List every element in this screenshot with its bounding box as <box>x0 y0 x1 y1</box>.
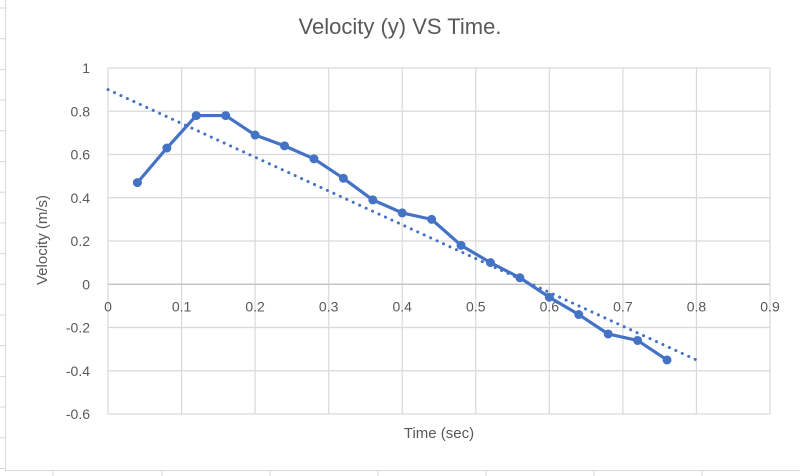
chart-title: Velocity (y) VS Time. <box>299 14 502 39</box>
x-tick-label: 0.4 <box>392 298 412 314</box>
y-tick-label: 0.8 <box>71 103 91 119</box>
data-point[interactable] <box>574 310 584 320</box>
data-point[interactable] <box>280 141 290 151</box>
data-point[interactable] <box>162 143 172 153</box>
x-tick-label: 0 <box>104 298 112 314</box>
x-axis-title: Time (sec) <box>404 425 474 442</box>
data-point[interactable] <box>662 355 672 365</box>
x-tick-label: 0.7 <box>613 298 633 314</box>
data-point[interactable] <box>309 154 319 164</box>
y-tick-label: 0 <box>82 276 90 292</box>
y-tick-label: 1 <box>82 60 90 76</box>
trendline-layer <box>106 88 698 362</box>
y-axis-title: Velocity (m/s) <box>34 195 51 285</box>
data-point[interactable] <box>427 214 437 224</box>
data-point[interactable] <box>603 329 613 339</box>
y-tick-label: 0.6 <box>71 147 91 163</box>
data-point[interactable] <box>191 111 201 121</box>
x-tick-label: 0.2 <box>245 298 265 314</box>
tick-labels: 1 0.8 0.6 0.4 0.2 0 -0.2 -0.4 -0.6 0 0.1 0.2 0.3 0.4 0… <box>66 60 780 422</box>
y-tick-label: 0.2 <box>71 233 91 249</box>
x-tick-label: 0.5 <box>466 298 486 314</box>
data-point[interactable] <box>544 292 554 302</box>
x-tick-label: 0.3 <box>319 298 339 314</box>
y-tick-label: -0.2 <box>66 320 90 336</box>
y-tick-label: -0.4 <box>66 363 90 379</box>
data-point[interactable] <box>368 195 378 205</box>
x-tick-label: 0.1 <box>172 298 192 314</box>
data-point[interactable] <box>132 178 142 188</box>
data-point[interactable] <box>221 111 231 121</box>
x-tick-label: 0.9 <box>760 298 780 314</box>
gridlines <box>107 67 771 415</box>
x-tick-label: 0.6 <box>540 298 560 314</box>
data-point[interactable] <box>485 258 495 268</box>
trendline <box>106 88 698 362</box>
data-point[interactable] <box>633 335 643 345</box>
series-layer <box>132 111 672 365</box>
y-tick-label: -0.6 <box>66 406 90 422</box>
x-tick-label: 0.8 <box>687 298 707 314</box>
data-point[interactable] <box>397 208 407 218</box>
data-point[interactable] <box>250 130 260 140</box>
y-tick-label: 0.4 <box>71 190 91 206</box>
data-point[interactable] <box>456 240 466 250</box>
data-point[interactable] <box>515 273 525 283</box>
data-point[interactable] <box>338 173 348 183</box>
